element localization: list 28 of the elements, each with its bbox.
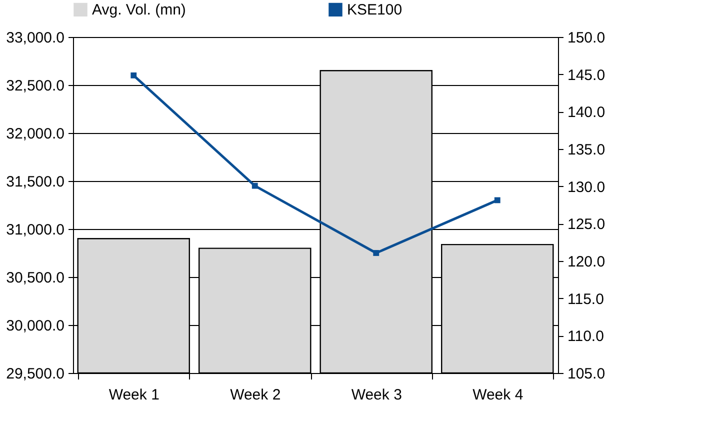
x-tick-label: Week 3: [351, 386, 402, 404]
y2-tick-label: 105.0: [568, 366, 606, 382]
y-tick-label: 31,000.0: [6, 222, 64, 238]
y2-tick-label: 110.0: [568, 328, 604, 346]
x-tick-label: Week 1: [108, 386, 160, 404]
legend-label: KSE100: [347, 2, 402, 19]
y2-tick-label: 135.0: [568, 142, 606, 158]
y-tick-label: 30,500.0: [6, 270, 64, 286]
y2-tick-label: 150.0: [568, 30, 606, 46]
y-tick-label: 30,000.0: [6, 318, 64, 334]
y-tick-label: 32,000.0: [6, 126, 64, 142]
y-tick-label: 32,500.0: [6, 78, 64, 94]
legend-label: Avg. Vol. (mn): [92, 2, 186, 19]
point: [494, 197, 500, 204]
y2-tick-label: 130.0: [568, 178, 606, 196]
y2-tick-label: 145.0: [568, 66, 606, 84]
x-tick-label: Week 4: [472, 386, 524, 404]
y2-tick-label: 115.0: [568, 290, 604, 308]
x-tick-label: Week 2: [230, 386, 281, 404]
y2-tick-label: 125.0: [568, 216, 606, 234]
point: [130, 72, 137, 78]
y2-tick-label: 140.0: [568, 104, 606, 122]
point: [373, 250, 380, 256]
y-tick-label: 33,000.0: [6, 30, 64, 46]
y2-tick-label: 120.0: [568, 254, 606, 270]
y-tick-label: 31,500.0: [6, 174, 64, 190]
y-tick-label: 29,500.0: [6, 366, 64, 382]
point: [252, 182, 258, 189]
